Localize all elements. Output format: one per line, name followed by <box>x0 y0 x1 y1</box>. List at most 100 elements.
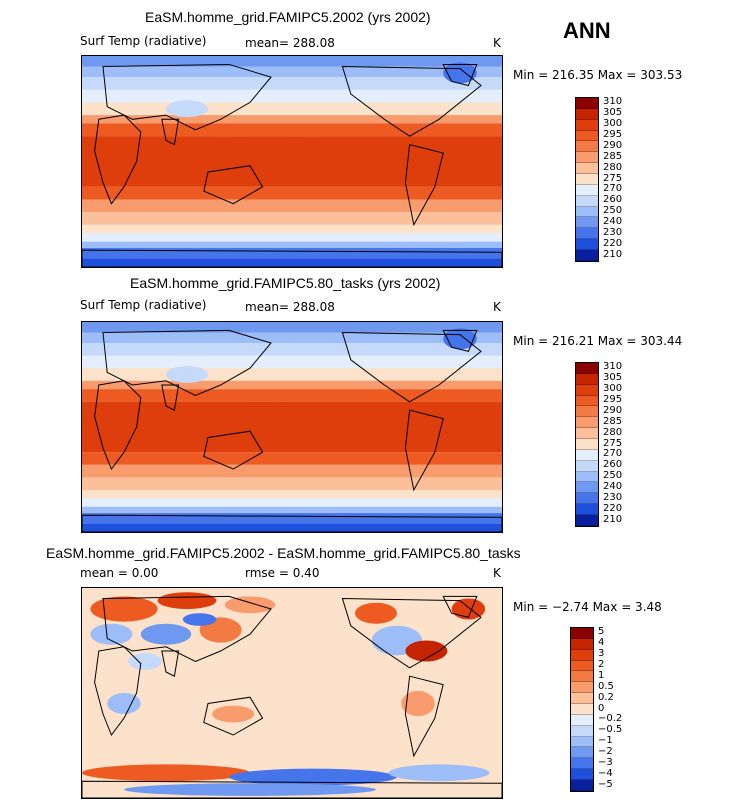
panel2-variable: Surf Temp (radiative) <box>80 298 207 312</box>
coastline <box>341 66 482 137</box>
colorbar-tick-label: 220 <box>603 502 623 514</box>
colorbar-swatch <box>576 195 598 207</box>
warm-pool <box>178 406 364 448</box>
coastline <box>404 409 444 492</box>
colorbar-tick-label: 2 <box>598 659 605 671</box>
panel3-units: K <box>493 566 501 580</box>
greenland-cold <box>443 62 477 84</box>
colorbar-swatch <box>576 504 598 516</box>
temperature-band <box>82 506 502 514</box>
coastline <box>82 514 502 532</box>
colorbar-swatch <box>571 638 593 650</box>
greenland-cold <box>443 328 477 350</box>
colorbar-tick-label: −5 <box>598 778 613 790</box>
coastline <box>82 780 502 798</box>
difference-region <box>128 653 162 670</box>
colorbar-swatch <box>576 98 598 109</box>
colorbar-swatch <box>576 460 598 472</box>
coastline <box>203 696 264 736</box>
coastline <box>94 646 142 737</box>
warm-pool <box>178 140 364 183</box>
temperature-band <box>82 477 502 490</box>
colorbar-tick-label: −3 <box>598 756 613 768</box>
difference-region <box>388 764 490 782</box>
temperature-band <box>82 212 502 225</box>
colorbar-swatch <box>576 395 598 407</box>
temperature-band <box>82 77 502 90</box>
coastline <box>203 430 264 470</box>
difference-region <box>82 764 250 782</box>
temperature-band <box>82 368 502 381</box>
panel1-mean: mean= 288.08 <box>245 36 335 50</box>
cold-highland <box>166 100 208 118</box>
difference-region <box>157 592 217 609</box>
colorbar-tick-label: 3 <box>598 648 605 660</box>
temperature-band <box>82 490 502 499</box>
colorbar-swatch <box>576 206 598 218</box>
panel2-mean: mean= 288.08 <box>245 300 335 314</box>
colorbar-tick-label: 260 <box>603 459 623 471</box>
temperature-band <box>82 498 502 507</box>
colorbar-tick-label: 5 <box>598 626 605 638</box>
colorbar-swatch <box>576 228 598 240</box>
colorbar-swatch <box>571 714 593 726</box>
panel3-minmax: Min = −2.74 Max = 3.48 <box>513 600 662 614</box>
difference-region <box>107 693 141 714</box>
colorbar-swatch <box>571 671 593 683</box>
panel3-colorbar <box>570 627 594 792</box>
difference-region <box>90 623 133 645</box>
panel3-mean: mean = 0.00 <box>80 566 159 580</box>
coastline <box>102 329 272 397</box>
colorbar-swatch <box>576 119 598 131</box>
colorbar-swatch <box>571 649 593 661</box>
temperature-band <box>82 523 502 532</box>
colorbar-tick-label: 270 <box>603 183 623 195</box>
colorbar-swatch <box>576 449 598 461</box>
difference-region <box>229 768 397 786</box>
coastline <box>94 114 142 205</box>
colorbar-tick-label: 0 <box>598 702 605 714</box>
temperature-band <box>82 389 502 402</box>
colorbar-swatch <box>576 239 598 251</box>
colorbar-swatch <box>576 152 598 164</box>
temperature-band <box>82 355 502 369</box>
difference-region <box>401 690 435 717</box>
colorbar-tick-label: 295 <box>603 394 623 406</box>
panel1-map <box>81 55 503 268</box>
colorbar-swatch <box>571 758 593 770</box>
colorbar-swatch <box>571 628 593 639</box>
temperature-band <box>82 115 502 124</box>
colorbar-swatch <box>571 704 593 715</box>
panel3-colorbar-labels: 5 4 3 2 1 0.5 0.2 0 −0.2 −0.5 −1 −2 −3 −4 −5 <box>598 627 638 790</box>
panel1-colorbar-labels: 310 305 300 295 290 285 280 275 270 260 250 240 230 2… <box>603 97 643 260</box>
coastline <box>161 384 180 411</box>
colorbar-swatch <box>576 184 598 196</box>
zero-difference-background <box>82 588 502 798</box>
coastline <box>203 165 264 205</box>
colorbar-swatch <box>571 693 593 705</box>
colorbar-swatch <box>576 482 598 494</box>
panel2-units: K <box>493 300 501 314</box>
season-label: ANN <box>563 18 611 43</box>
colorbar-tick-label: 275 <box>603 437 623 449</box>
colorbar-swatch <box>571 736 593 748</box>
colorbar-swatch <box>576 130 598 142</box>
colorbar-tick-label: 250 <box>603 205 623 217</box>
colorbar-swatch <box>576 141 598 153</box>
colorbar-swatch <box>576 471 598 483</box>
difference-region <box>90 596 158 622</box>
coastline <box>102 595 272 663</box>
colorbar-tick-label: 305 <box>603 372 623 384</box>
temperature-band <box>82 186 502 200</box>
colorbar-tick-label: 295 <box>603 129 623 141</box>
colorbar-swatch <box>571 769 593 781</box>
colorbar-swatch <box>576 439 598 450</box>
coastline <box>161 650 180 677</box>
colorbar-tick-label: 250 <box>603 470 623 482</box>
colorbar-tick-label: 300 <box>603 383 623 395</box>
colorbar-tick-label: 285 <box>603 415 623 427</box>
colorbar-tick-label: −0.2 <box>598 713 623 725</box>
colorbar-tick-label: 230 <box>603 491 623 503</box>
colorbar-swatch <box>571 725 593 737</box>
colorbar-tick-label: 310 <box>603 96 623 108</box>
